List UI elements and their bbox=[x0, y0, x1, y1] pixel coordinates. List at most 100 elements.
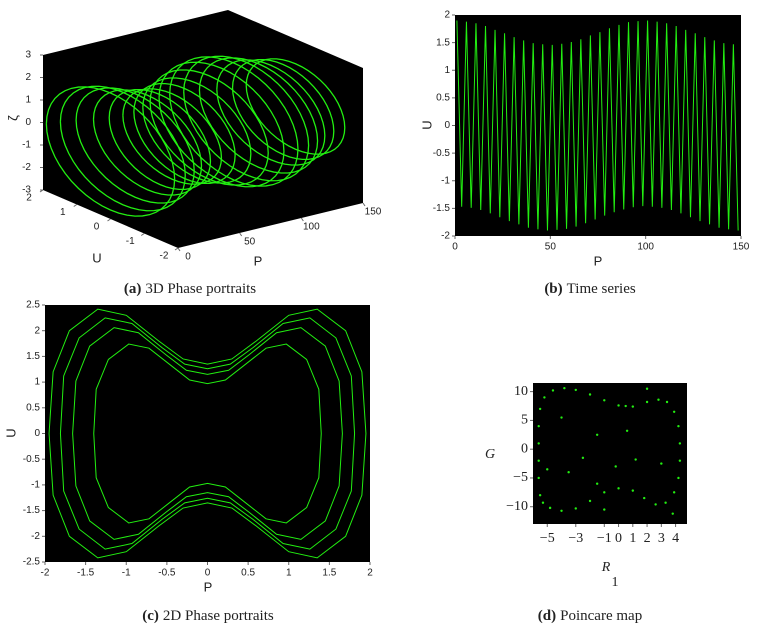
x-tick-label: 4 bbox=[672, 531, 679, 546]
z-tick-label: 0 bbox=[25, 117, 31, 128]
p-tick-label: 150 bbox=[365, 207, 382, 218]
zeta-axis-label: ζ bbox=[5, 115, 20, 121]
y-axis-label: U bbox=[3, 428, 18, 437]
x-tick-label: -1.5 bbox=[77, 568, 95, 579]
y-axis-label: U bbox=[419, 120, 434, 129]
point bbox=[603, 491, 606, 494]
y-tick-label: 2 bbox=[444, 10, 450, 21]
x-axis-label: P bbox=[204, 579, 213, 594]
point bbox=[546, 468, 549, 471]
plot-area bbox=[533, 383, 687, 524]
point bbox=[654, 503, 657, 506]
caption: (d) Poincare map bbox=[538, 608, 642, 624]
x-tick-label: 2 bbox=[644, 531, 651, 546]
point bbox=[657, 398, 660, 401]
z-tick-label: -1 bbox=[22, 140, 31, 151]
x-tick-label: 1 bbox=[629, 531, 636, 546]
point bbox=[634, 458, 637, 461]
point bbox=[603, 508, 606, 511]
point bbox=[617, 404, 620, 407]
point bbox=[678, 442, 682, 445]
panel: -2.5-2-1.5-1-0.500.511.522.5-2 -1.5 -1 -0.5… bbox=[3, 300, 373, 625]
y-tick-label: -1.5 bbox=[23, 505, 41, 516]
y-tick-label: -2 bbox=[31, 531, 40, 542]
x-tick-label: -1 bbox=[122, 568, 131, 579]
x-tick-label: 0 bbox=[205, 568, 211, 579]
point bbox=[538, 494, 542, 497]
x-tick-label: 150 bbox=[733, 242, 750, 253]
point bbox=[624, 404, 627, 408]
y-tick-label: -0.5 bbox=[433, 148, 451, 159]
point bbox=[581, 456, 585, 460]
x-axis-label: P bbox=[594, 253, 603, 268]
x-axis-label-subscript: 1 bbox=[612, 575, 619, 590]
y-tick-label: 10 bbox=[514, 384, 528, 399]
phase-loop bbox=[183, 55, 310, 182]
point bbox=[645, 400, 649, 404]
y-tick-label: -0.5 bbox=[23, 454, 41, 465]
p-axis-label: P bbox=[254, 253, 263, 268]
y-tick-label: 0.5 bbox=[26, 402, 40, 413]
point bbox=[537, 459, 540, 462]
caption-text: 3D Phase portraits bbox=[145, 281, 256, 297]
phase-loop bbox=[108, 88, 212, 191]
point bbox=[643, 496, 646, 500]
x-tick-label: -0.5 bbox=[158, 568, 176, 579]
u-tick-label: -1 bbox=[126, 236, 135, 247]
p-tick-label: 100 bbox=[303, 222, 320, 233]
phase-loop bbox=[92, 89, 203, 196]
point bbox=[660, 462, 663, 465]
p-tick bbox=[239, 232, 243, 237]
plot-area bbox=[45, 305, 370, 562]
point bbox=[665, 400, 669, 404]
y-tick-label: −10 bbox=[506, 499, 528, 514]
point bbox=[678, 459, 682, 462]
series-line bbox=[93, 343, 322, 524]
y-tick-label: -1.5 bbox=[433, 203, 451, 214]
point bbox=[672, 491, 676, 494]
point bbox=[671, 512, 674, 515]
point bbox=[538, 407, 542, 411]
u-tick bbox=[39, 189, 44, 193]
phase-loop bbox=[149, 69, 269, 186]
point bbox=[563, 386, 566, 390]
z-tick-label: 1 bbox=[25, 95, 31, 106]
y-tick-label: 0 bbox=[34, 428, 40, 439]
x-tick-label: −3 bbox=[568, 531, 583, 546]
y-tick-label: 1 bbox=[444, 65, 450, 76]
point bbox=[551, 389, 555, 392]
p-tick bbox=[300, 217, 304, 222]
panel: -2 -1.5 -1 -0.5 0 0.5 1 1.5 2 0 50 100 150 P U (b) Time … bbox=[419, 10, 749, 298]
x-tick-label: 2 bbox=[367, 568, 373, 579]
u-tick-label: 1 bbox=[60, 207, 66, 218]
y-tick-label: -2.5 bbox=[23, 557, 41, 568]
y-tick-label: 0 bbox=[444, 120, 450, 131]
series-line bbox=[48, 308, 367, 559]
y-tick-label: −5 bbox=[513, 470, 528, 485]
p-tick bbox=[362, 202, 366, 207]
phase-loop bbox=[169, 56, 299, 187]
y-tick-label: 0 bbox=[521, 441, 528, 456]
x-tick-label: −1 bbox=[597, 531, 612, 546]
panel: -3 -2 -1 0 1 2 3 -2 -1 0 1 2 0 50 100 150 P Uζ (a) 3D Phase… bbox=[5, 10, 382, 297]
point bbox=[625, 429, 629, 432]
point bbox=[567, 471, 570, 474]
point bbox=[664, 501, 667, 504]
point bbox=[537, 476, 540, 480]
z-tick-label: 2 bbox=[25, 72, 31, 83]
u-tick bbox=[107, 218, 111, 222]
x-tick-label: 0 bbox=[615, 531, 622, 546]
point bbox=[588, 393, 592, 396]
z-tick-label: -3 bbox=[22, 185, 31, 196]
point bbox=[560, 509, 563, 512]
p-tick-label: 0 bbox=[185, 252, 191, 263]
point bbox=[677, 476, 680, 480]
phase-loop bbox=[133, 82, 236, 185]
u-tick-label: 0 bbox=[94, 222, 100, 233]
y-tick-label: 1.5 bbox=[26, 351, 40, 362]
point bbox=[537, 424, 540, 428]
caption-text: Time series bbox=[567, 281, 636, 297]
caption-text: 2D Phase portraits bbox=[163, 608, 274, 624]
